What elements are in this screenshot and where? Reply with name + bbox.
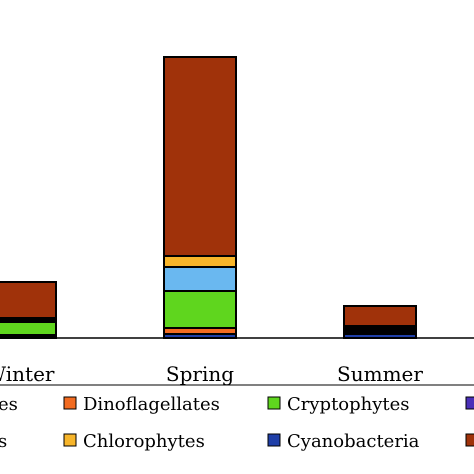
legend-swatch-r1-c3 — [267, 396, 281, 410]
legend-label-r2-c1: s — [0, 431, 7, 452]
category-labels: Winter Spring Summer — [0, 362, 423, 386]
bars-layer — [0, 56, 417, 339]
legend-label-r2-c3: Cyanobacteria — [287, 431, 420, 452]
bar-segment-spring-3 — [163, 266, 237, 292]
bar-segment-winter-2 — [0, 321, 57, 336]
category-label-winter: Winter — [0, 362, 55, 386]
bar-segment-spring-2 — [163, 290, 237, 329]
legend-label-r1-c2: Dinoflagellates — [83, 394, 220, 415]
bar-segment-spring-4 — [163, 255, 237, 268]
bar-segment-winter-5 — [0, 281, 57, 319]
category-label-summer: Summer — [337, 362, 423, 386]
legend-swatch-r2-c2 — [63, 433, 77, 447]
bar-segment-spring-5 — [163, 56, 237, 257]
legend-swatch-r1-c2 — [63, 396, 77, 410]
category-label-spring: Spring — [166, 362, 234, 386]
legend-label-r1-c1: es — [0, 394, 18, 415]
legend: es Dinoflagellates Cryptophytes s Chlorophyt… — [0, 394, 474, 452]
bar-segment-summer-5 — [343, 305, 417, 327]
legend-label-r1-c3: Cryptophytes — [287, 394, 410, 415]
legend-label-r2-c2: Chlorophytes — [83, 431, 205, 452]
legend-swatch-r2-c4 — [465, 433, 474, 447]
legend-swatch-r2-c3 — [267, 433, 281, 447]
legend-swatch-r1-c4 — [465, 396, 474, 410]
